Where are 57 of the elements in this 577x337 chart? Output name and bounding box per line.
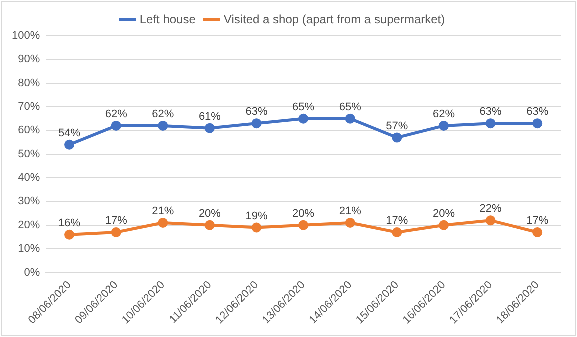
point [345, 218, 356, 228]
data-label: 54% [58, 127, 81, 140]
point [392, 132, 402, 143]
data-label: 19% [246, 210, 268, 222]
data-label: 22% [480, 203, 502, 216]
y-tick-label: 50% [18, 148, 40, 160]
y-tick-label: 0% [24, 266, 40, 279]
point [252, 222, 262, 233]
point [204, 220, 215, 230]
data-label: 62% [152, 108, 174, 120]
data-label: 65% [292, 101, 315, 114]
y-tick-label: 90% [18, 54, 40, 66]
data-label: 20% [432, 208, 456, 220]
point [298, 114, 309, 124]
y-tick-label: 20% [18, 219, 40, 232]
data-label: 63% [526, 106, 549, 118]
point [111, 227, 122, 238]
point [392, 227, 402, 238]
data-label: 21% [152, 206, 174, 218]
point [345, 114, 356, 124]
data-label: 21% [339, 206, 362, 218]
data-label: 62% [105, 108, 128, 120]
point [486, 118, 496, 129]
y-tick-label: 60% [18, 124, 40, 137]
y-tick-label: 30% [18, 196, 40, 208]
point [438, 220, 449, 230]
y-tick-label: 80% [18, 77, 40, 90]
point [252, 118, 262, 129]
data-label: 57% [386, 120, 408, 132]
data-label: 17% [526, 215, 549, 228]
point [486, 216, 496, 226]
data-label: 62% [432, 108, 456, 120]
legend-label: Visited a shop (apart from a supermarket) [224, 12, 446, 26]
point [204, 123, 215, 134]
point [532, 118, 543, 129]
point [298, 220, 309, 230]
data-label: 20% [198, 208, 222, 220]
point [64, 140, 75, 150]
point [158, 218, 168, 228]
y-tick-label: 10% [18, 243, 40, 256]
y-tick-label: 100% [12, 30, 40, 42]
y-tick-label: 70% [18, 101, 40, 114]
data-label: 63% [246, 106, 268, 118]
data-label: 16% [58, 217, 81, 230]
point [438, 120, 449, 131]
data-label: 20% [292, 208, 315, 220]
data-label: 65% [339, 101, 362, 114]
data-label: 63% [480, 106, 502, 118]
legend-label: Left house [140, 12, 196, 26]
y-tick-label: 40% [18, 172, 40, 184]
point [158, 120, 168, 131]
data-label: 61% [198, 110, 222, 123]
point [64, 230, 75, 240]
point [532, 227, 543, 238]
point [111, 120, 122, 131]
data-label: 17% [386, 215, 408, 228]
data-label: 17% [105, 215, 128, 228]
